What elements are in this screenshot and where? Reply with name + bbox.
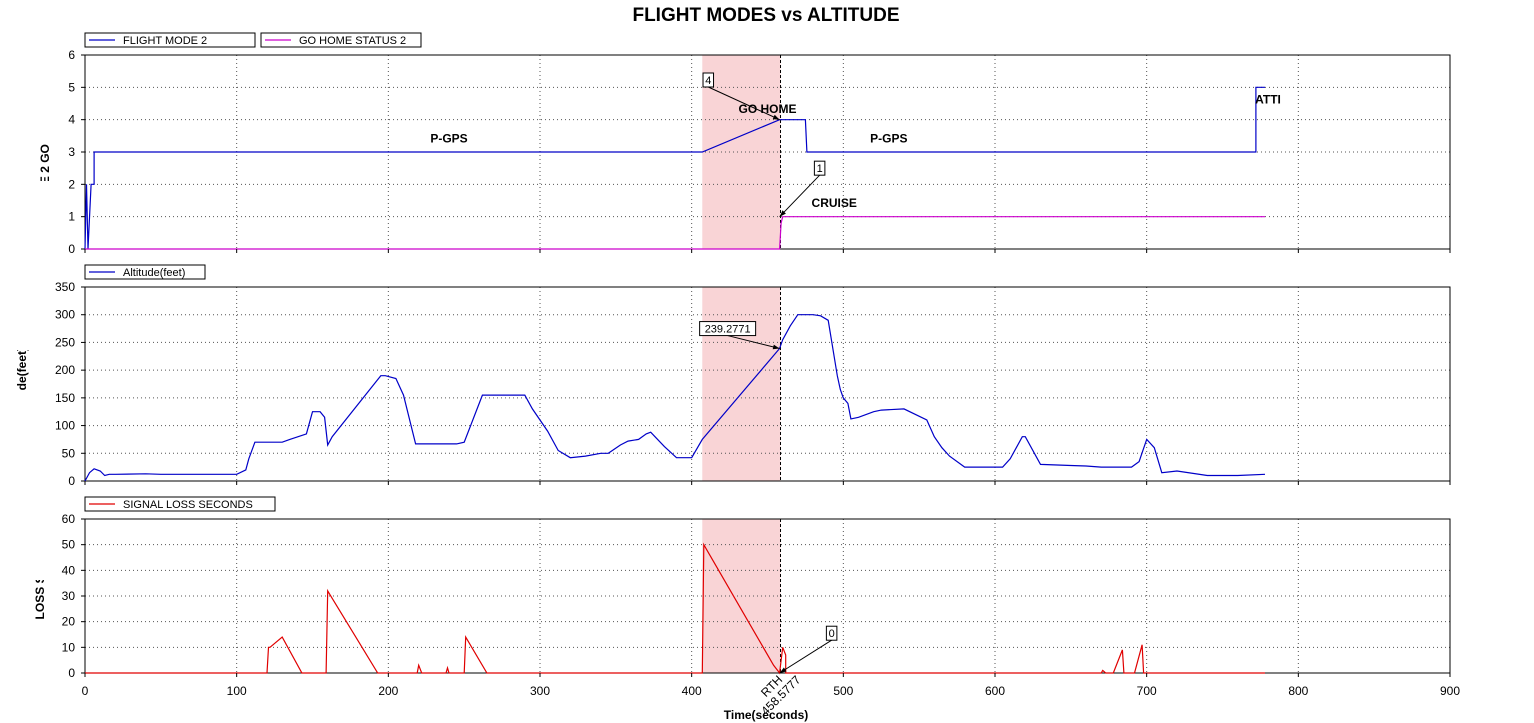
y-tick-label: 150 xyxy=(55,391,75,405)
callout-arrowhead xyxy=(779,667,787,673)
y-axis-label: SIGNAL LOSS SECONDS xyxy=(33,524,47,668)
legend-label: FLIGHT MODE 2 xyxy=(123,35,207,47)
y-tick-label: 50 xyxy=(62,446,76,460)
panel-1: 0 1 2 3 4 5 6 FLIGHT MODE 2 GO HOME STATUS 2 FLI… xyxy=(38,32,1451,259)
callout-label: 239.2771 xyxy=(705,324,751,336)
panel-3: 0 10 20 30 40 50 60 SIGNAL LOSS SECONDS SIGNAL L… xyxy=(33,496,1460,718)
y-tick-label: 4 xyxy=(68,113,75,127)
x-tick-label: 800 xyxy=(1288,684,1308,698)
panel-2: 0 50 100 150 200 250 300 350 Altitude(feet) Altit… xyxy=(15,264,1451,488)
callout-label: 4 xyxy=(705,75,711,87)
y-tick-label: 300 xyxy=(55,308,75,322)
y-tick-label: 200 xyxy=(55,363,75,377)
callout-leader xyxy=(779,174,820,218)
callout-leader xyxy=(708,86,780,121)
y-axis-label: FLIGHT MODE 2 GO HOME STATUS 2 xyxy=(38,45,52,259)
highlight-band xyxy=(702,287,781,481)
annotation-label: P-GPS xyxy=(870,131,907,145)
callout-box xyxy=(813,160,826,176)
x-tick-label: 700 xyxy=(1137,684,1157,698)
x-tick-label: 400 xyxy=(682,684,702,698)
legend-label: SIGNAL LOSS SECONDS xyxy=(123,499,253,511)
series-line-flight-mode-2 xyxy=(84,86,1265,250)
callout-arrowhead xyxy=(779,210,786,217)
y-tick-label: 60 xyxy=(62,512,76,526)
y-tick-label: 100 xyxy=(55,419,75,433)
callout-arrowhead xyxy=(772,344,780,350)
annotation-label: CRUISE xyxy=(812,196,857,210)
legend-label: Altitude(feet) xyxy=(123,267,185,279)
y-tick-label: 0 xyxy=(68,666,75,680)
x-tick-label: 600 xyxy=(985,684,1005,698)
y-tick-label: 1 xyxy=(68,210,75,224)
x-axis-label: Time(seconds) xyxy=(724,708,808,722)
series-line-altitude-feet- xyxy=(84,314,1266,482)
y-tick-label: 3 xyxy=(68,145,75,159)
x-tick-label: 300 xyxy=(530,684,550,698)
series-line-signal-loss-seconds xyxy=(85,542,1265,675)
y-tick-label: 6 xyxy=(68,48,75,62)
y-tick-label: 40 xyxy=(62,563,76,577)
y-axis-label: Altitude(feet) xyxy=(15,347,29,421)
legend-label: GO HOME STATUS 2 xyxy=(299,35,406,47)
y-tick-label: 2 xyxy=(68,177,75,191)
annotation-label: ATTI xyxy=(1255,93,1281,107)
plot-frame xyxy=(84,286,1451,482)
callout-leader xyxy=(779,639,832,674)
y-tick-label: 0 xyxy=(68,242,75,256)
legend-box xyxy=(84,32,256,48)
y-tick-label: 10 xyxy=(62,640,76,654)
callout-label: 0 xyxy=(829,628,835,640)
x-tick-label: 200 xyxy=(378,684,398,698)
callout-box xyxy=(825,625,838,641)
legend-box xyxy=(84,264,206,280)
callout-label: 1 xyxy=(817,163,823,175)
y-tick-label: 0 xyxy=(68,474,75,488)
y-tick-label: 20 xyxy=(62,615,76,629)
y-tick-label: 50 xyxy=(62,538,76,552)
chart-panels: 0 1 2 3 4 5 6 FLIGHT MODE 2 GO HOME STATUS 2 FLI… xyxy=(15,32,1460,718)
y-tick-label: 250 xyxy=(55,335,75,349)
callout-box xyxy=(702,72,715,88)
y-tick-label: 350 xyxy=(55,280,75,294)
callout-leader xyxy=(727,335,780,350)
chart-title: FLIGHT MODES vs ALTITUDE xyxy=(632,5,899,26)
callout-arrowhead xyxy=(772,114,780,120)
annotation-label: P-GPS xyxy=(430,131,467,145)
legend-box xyxy=(260,32,422,48)
legend-box xyxy=(84,496,276,512)
series-line-go-home-status-2 xyxy=(85,216,1265,250)
x-tick-label: 0 xyxy=(82,684,89,698)
y-tick-label: 30 xyxy=(62,589,76,603)
y-tick-label: 5 xyxy=(68,80,75,94)
x-tick-label: 500 xyxy=(833,684,853,698)
callout-box xyxy=(699,321,757,337)
x-tick-label: 900 xyxy=(1440,684,1460,698)
annotation-label: GO HOME xyxy=(738,102,796,116)
x-tick-label: 100 xyxy=(227,684,247,698)
